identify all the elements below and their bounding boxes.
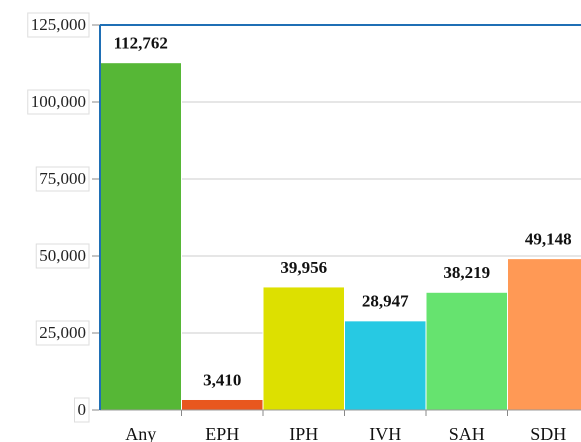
y-tick-label: 50,000 — [39, 246, 86, 265]
bar — [425, 291, 508, 411]
bar — [99, 62, 182, 411]
x-tick-label: EPH — [205, 424, 239, 442]
tick-label-box — [74, 397, 90, 423]
value-label: 112,762 — [114, 34, 168, 53]
y-tick-label: 125,000 — [31, 15, 86, 34]
y-tick-label: 25,000 — [39, 323, 86, 342]
bar — [262, 286, 345, 411]
tick-label-box — [35, 320, 90, 346]
x-tick-label: IVH — [369, 424, 401, 442]
bar — [507, 258, 581, 411]
y-tick-label: 100,000 — [31, 92, 86, 111]
tick-label-box — [27, 89, 90, 115]
value-label: 3,410 — [203, 370, 241, 389]
tick-label-box — [35, 166, 90, 192]
bar — [344, 320, 427, 411]
x-tick-label: Any — [125, 424, 156, 442]
tick-label-box — [27, 12, 90, 38]
value-label: 38,219 — [443, 263, 490, 282]
x-tick-label: IPH — [289, 424, 318, 442]
y-tick-label: 0 — [78, 400, 87, 419]
y-tick-label: 75,000 — [39, 169, 86, 188]
x-tick-label: SAH — [449, 424, 485, 442]
bar — [181, 398, 264, 411]
x-tick-label: SDH — [530, 424, 566, 442]
tick-label-box — [35, 243, 90, 269]
value-label: 49,148 — [525, 230, 572, 249]
value-label: 28,947 — [362, 292, 409, 311]
value-label: 39,956 — [280, 258, 327, 277]
